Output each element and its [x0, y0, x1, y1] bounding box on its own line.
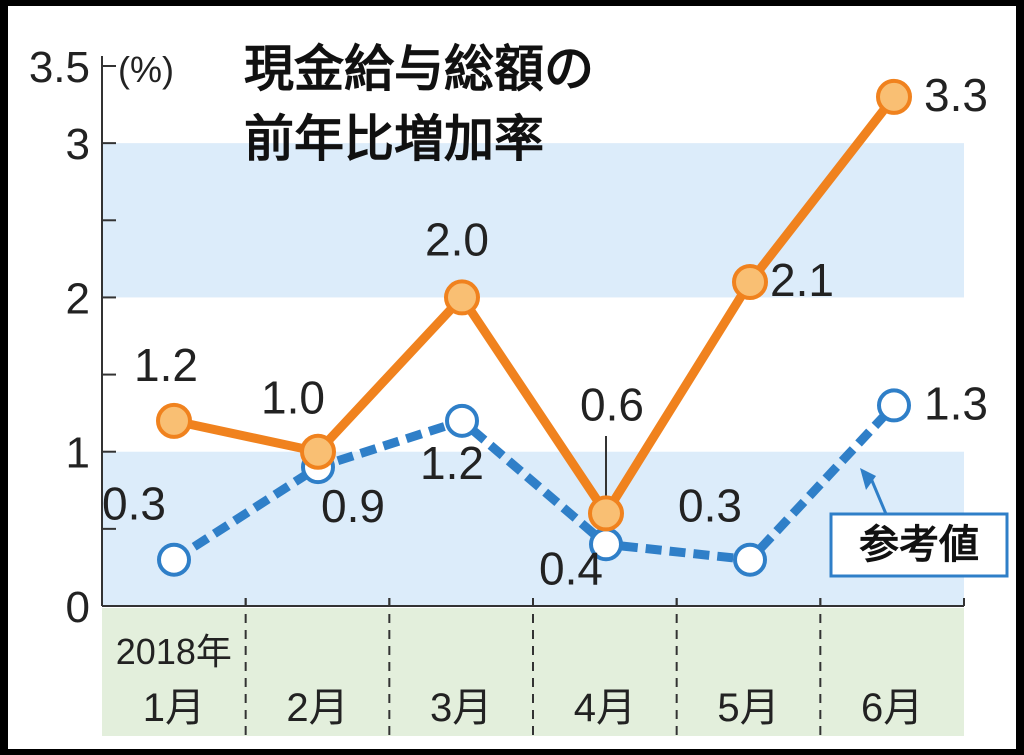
reference-point	[157, 542, 191, 577]
legend-pointer-arrow	[860, 468, 876, 490]
x-category-label: 5月	[717, 686, 779, 730]
y-unit-label: (%)	[118, 49, 174, 90]
chart-frame: 0 1 2 3 3.5 1.2 1.0 2.0 0.6 2.1 3.3 0.3 0.9 1.2 0.4 0.…	[8, 6, 1016, 749]
reference-data-label: 1.3	[924, 377, 988, 429]
main-point	[732, 264, 768, 300]
x-category-label: 1月	[143, 686, 205, 730]
reference-data-label: 0.3	[678, 480, 742, 532]
series-line-main	[173, 94, 898, 522]
main-data-label: 2.0	[425, 213, 489, 265]
legend: 参考値	[829, 468, 1009, 578]
main-data-label: 1.2	[134, 339, 198, 391]
legend-pointer-line	[868, 475, 888, 515]
reference-point	[445, 403, 479, 438]
series-lines	[171, 94, 898, 565]
y-tick-label: 0	[66, 583, 90, 632]
series-line-reference	[171, 402, 898, 565]
x-category-labels: 2018年 1月 2月 3月 4月 5月 6月	[116, 631, 924, 730]
y-tick-label: 3.5	[29, 43, 90, 92]
series-markers	[156, 78, 912, 577]
title-line-2: 前年比増加率	[244, 110, 544, 168]
main-point	[300, 433, 336, 470]
y-tick-label: 1	[66, 429, 90, 478]
value-band-1	[102, 143, 964, 298]
y-tick-label: 2	[66, 274, 90, 323]
reference-data-label: 0.4	[539, 542, 603, 594]
data-labels: 1.2 1.0 2.0 0.6 2.1 3.3 0.3 0.9 1.2 0.4 0.3 1.3	[102, 69, 988, 594]
legend-label: 参考値	[859, 522, 979, 568]
year-label: 2018年	[116, 631, 232, 672]
main-point	[156, 402, 192, 439]
main-point	[876, 78, 912, 115]
y-tick-label: 3	[66, 120, 90, 169]
main-point	[444, 279, 480, 316]
main-data-label: 2.1	[770, 254, 834, 306]
x-category-label: 4月	[574, 686, 636, 730]
main-point	[588, 495, 624, 532]
main-data-label: 3.3	[924, 69, 988, 121]
axes: 0 1 2 3 3.5	[29, 43, 965, 736]
chart-title: 現金給与総額の 前年比増加率	[244, 40, 594, 168]
x-category-label: 3月	[430, 686, 492, 730]
legend-box	[829, 512, 1009, 578]
x-category-label: 6月	[861, 686, 923, 730]
reference-point	[877, 388, 911, 423]
reference-point	[733, 542, 767, 577]
x-category-label: 2月	[286, 686, 348, 730]
reference-data-label: 0.3	[102, 478, 166, 530]
title-line-1: 現金給与総額の	[244, 40, 594, 98]
reference-data-label: 0.9	[321, 480, 385, 532]
main-data-label: 1.0	[261, 372, 325, 424]
main-data-label: 0.6	[580, 378, 644, 430]
chart: 0 1 2 3 3.5 1.2 1.0 2.0 0.6 2.1 3.3 0.3 0.9 1.2 0.4 0.…	[29, 40, 1009, 736]
reference-data-label: 1.2	[420, 437, 484, 489]
